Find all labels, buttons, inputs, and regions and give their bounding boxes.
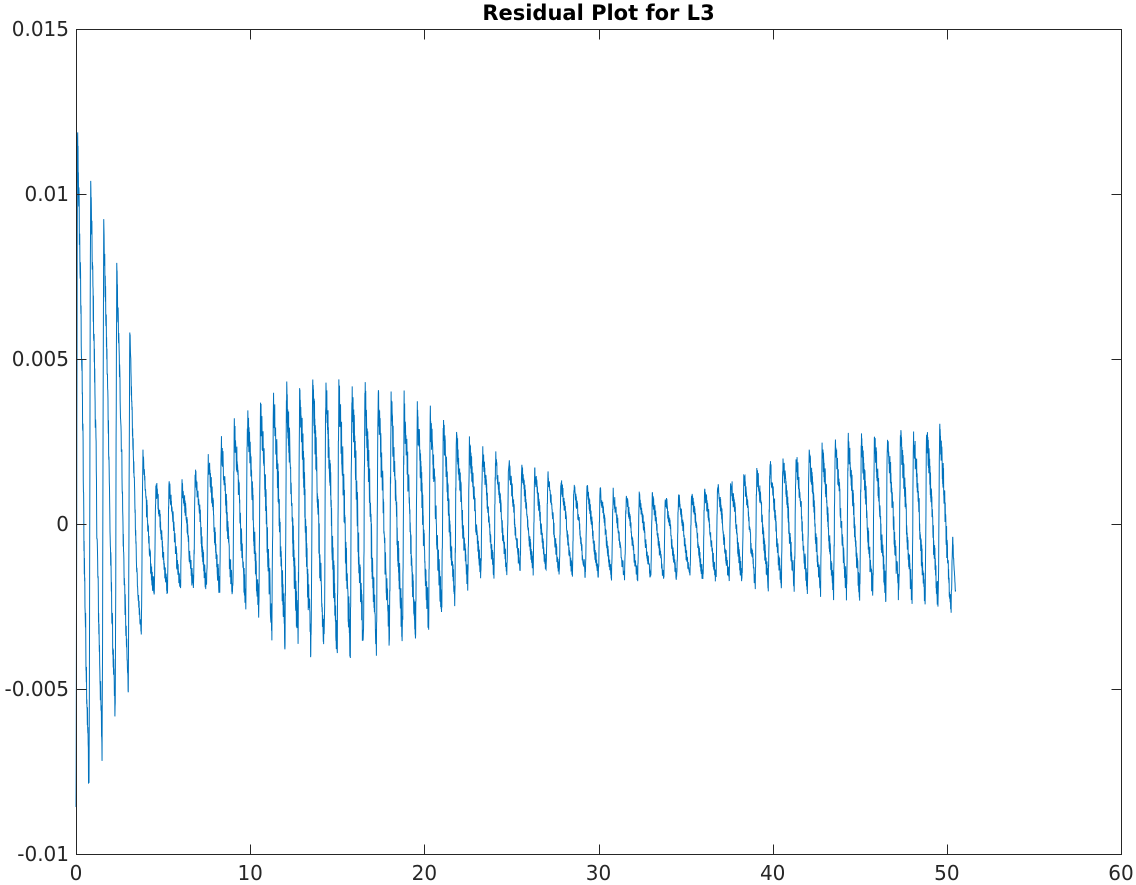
x-tick-label: 60 [1108, 861, 1133, 885]
axes-background [76, 29, 1121, 854]
y-tick-label: 0.01 [24, 182, 69, 206]
x-tick-label: 40 [760, 861, 785, 885]
y-tick-label: 0 [56, 512, 69, 536]
chart-title: Residual Plot for L3 [482, 1, 714, 25]
x-tick-label: 10 [237, 861, 262, 885]
x-tick-label: 50 [934, 861, 959, 885]
x-tick-label: 30 [586, 861, 611, 885]
y-tick-label: -0.01 [17, 842, 69, 866]
y-tick-label: 0.005 [12, 347, 69, 371]
residual-series-line [75, 132, 957, 808]
y-axis: -0.01 -0.005 0 0.005 0.01 0.015 [5, 17, 1122, 866]
x-axis: 0 10 20 30 40 50 60 [70, 29, 1134, 885]
y-tick-label: 0.015 [12, 17, 69, 41]
y-tick-label: -0.005 [5, 677, 69, 701]
x-tick-label: 20 [412, 861, 437, 885]
x-tick-label: 0 [70, 861, 83, 885]
series-layer [75, 132, 957, 808]
